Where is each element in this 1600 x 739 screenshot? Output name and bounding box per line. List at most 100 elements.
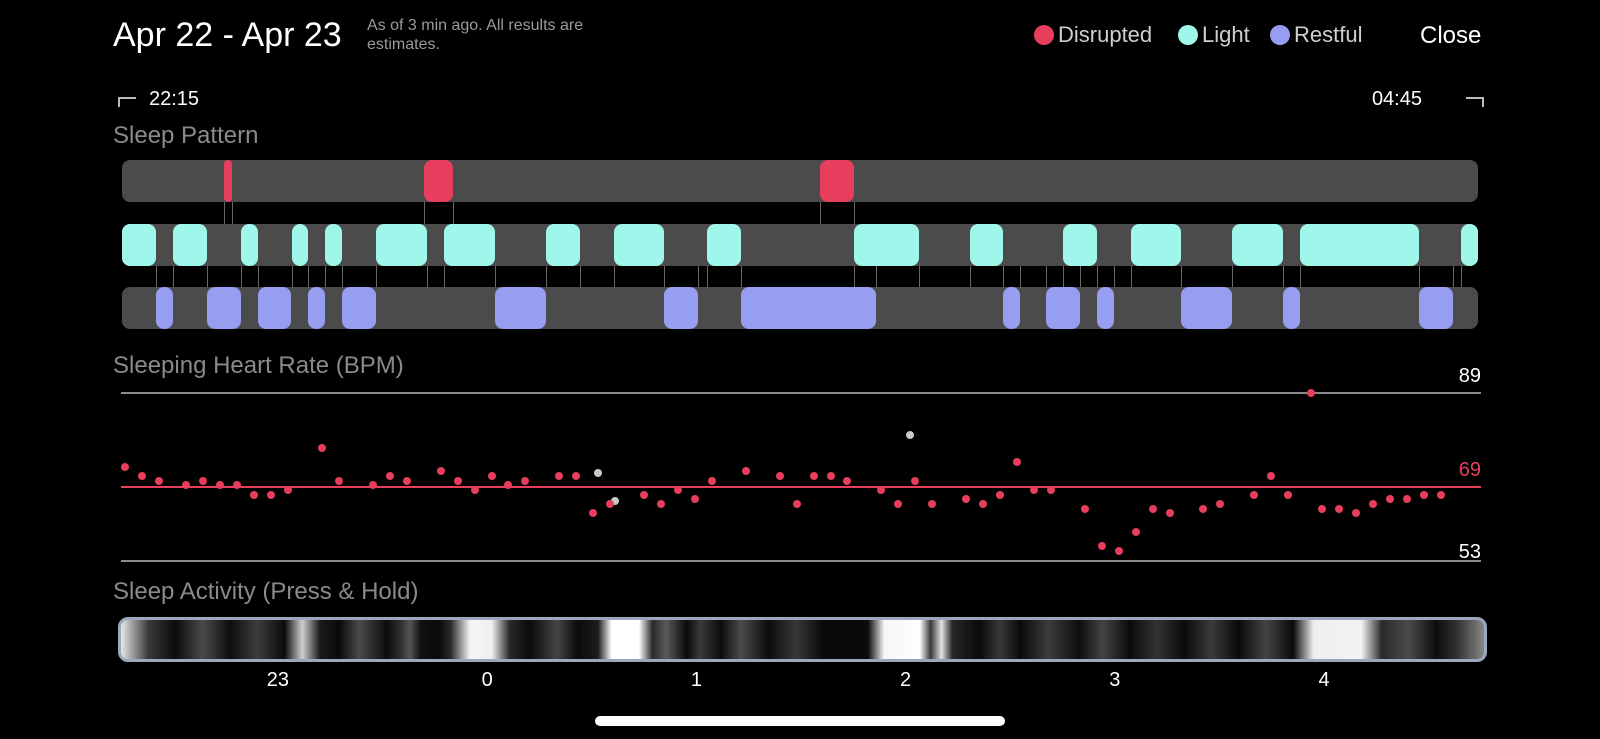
heart-rate-point bbox=[996, 490, 1004, 499]
disrupted-segment bbox=[423, 160, 453, 202]
segment-connector bbox=[1418, 245, 1420, 305]
restful-segment bbox=[494, 287, 546, 329]
light-segment bbox=[291, 224, 309, 266]
segment-connector bbox=[494, 245, 496, 305]
heart-rate-point bbox=[792, 500, 801, 508]
segment-connector bbox=[579, 245, 581, 305]
restful-segment bbox=[342, 287, 377, 329]
segment-connector bbox=[545, 245, 547, 305]
legend-restful-label: Restful bbox=[1294, 22, 1363, 47]
segment-connector bbox=[444, 245, 446, 305]
heart-rate-point bbox=[1114, 546, 1123, 555]
segment-connector bbox=[452, 180, 454, 240]
light-segment bbox=[1130, 224, 1182, 266]
light-segment bbox=[240, 224, 258, 266]
light-segment bbox=[1461, 224, 1478, 266]
heart-rate-point bbox=[1012, 458, 1021, 466]
light-segment bbox=[122, 224, 156, 266]
heart-rate-point bbox=[521, 476, 530, 485]
segment-connector bbox=[1461, 245, 1463, 305]
light-segment bbox=[444, 224, 495, 266]
segment-connector bbox=[1452, 245, 1454, 305]
legend-disrupted-label: Disrupted bbox=[1058, 22, 1153, 47]
time-tick-label: 4 bbox=[1318, 669, 1330, 691]
heart-rate-point bbox=[1385, 495, 1394, 504]
segment-connector bbox=[854, 245, 856, 305]
heart-rate-point bbox=[911, 476, 920, 485]
heart-rate-point bbox=[690, 495, 699, 504]
light-segment bbox=[325, 224, 343, 266]
time-tick-label: 0 bbox=[481, 669, 493, 691]
light-segment bbox=[854, 224, 919, 266]
heart-rate-point bbox=[504, 481, 513, 490]
segment-connector bbox=[876, 245, 878, 305]
heart-rate-point bbox=[233, 481, 242, 490]
heart-rate-point bbox=[284, 486, 293, 494]
heart-rate-point bbox=[928, 500, 937, 508]
heart-rate-point bbox=[1267, 472, 1276, 480]
heart-rate-point bbox=[1029, 486, 1038, 494]
segment-connector bbox=[1079, 245, 1081, 305]
segment-connector bbox=[1003, 245, 1005, 305]
home-indicator[interactable] bbox=[595, 716, 1005, 726]
heart-rate-point bbox=[487, 472, 496, 480]
heart-rate-point bbox=[555, 472, 564, 480]
heart-rate-point bbox=[1284, 490, 1293, 499]
heart-rate-point bbox=[657, 500, 665, 508]
avg-heart-rate-value: 69 bbox=[1458, 459, 1481, 481]
segment-connector bbox=[698, 245, 700, 305]
segment-connector bbox=[423, 180, 425, 240]
segment-connector bbox=[342, 245, 344, 305]
segment-connector bbox=[1283, 245, 1285, 305]
segment-connector bbox=[1096, 245, 1098, 305]
heart-rate-point bbox=[1046, 486, 1055, 494]
max-heart-rate-line bbox=[121, 392, 1481, 394]
heart-rate-point bbox=[1335, 504, 1343, 513]
sleep-activity-label: Sleep Activity (Press & Hold) bbox=[113, 578, 419, 605]
segment-connector bbox=[1300, 245, 1302, 305]
heart-rate-point bbox=[1419, 490, 1428, 499]
light-segment bbox=[1300, 224, 1419, 266]
restful-segment bbox=[155, 287, 173, 329]
heart-rate-point bbox=[741, 467, 750, 476]
heart-rate-point bbox=[673, 486, 682, 494]
segment-connector bbox=[257, 245, 259, 305]
legend-disrupted: Disrupted bbox=[1034, 22, 1152, 48]
segment-connector bbox=[232, 180, 234, 240]
time-tick-label: 23 bbox=[266, 669, 290, 691]
light-segment bbox=[1062, 224, 1097, 266]
heart-rate-point bbox=[1436, 490, 1445, 499]
max-heart-rate-value: 89 bbox=[1458, 365, 1481, 387]
range-start-bracket-icon bbox=[118, 97, 136, 107]
heart-rate-point bbox=[470, 486, 479, 494]
segment-connector bbox=[820, 180, 822, 240]
heart-rate-point bbox=[1216, 500, 1225, 508]
restful-segment bbox=[1418, 287, 1453, 329]
heart-rate-point bbox=[453, 476, 462, 485]
restful-segment bbox=[1181, 287, 1233, 329]
restful-segment bbox=[308, 287, 326, 329]
light-segment bbox=[706, 224, 741, 266]
segment-connector bbox=[706, 245, 708, 305]
heart-rate-point bbox=[809, 472, 818, 480]
light-segment bbox=[376, 224, 428, 266]
heart-rate-point bbox=[1131, 528, 1140, 536]
restful-segment bbox=[1283, 287, 1300, 329]
segment-connector bbox=[223, 180, 225, 240]
restful-dot-icon bbox=[1270, 25, 1290, 45]
segment-connector bbox=[427, 245, 429, 305]
heart-rate-point bbox=[216, 481, 225, 490]
page-title: Apr 22 - Apr 23 bbox=[113, 16, 342, 54]
heart-rate-point bbox=[877, 486, 886, 494]
time-tick-label: 3 bbox=[1109, 669, 1121, 691]
sleep-activity-bar[interactable] bbox=[118, 617, 1487, 662]
restful-segment bbox=[1003, 287, 1021, 329]
heart-rate-point bbox=[318, 444, 326, 452]
light-segment bbox=[613, 224, 665, 266]
close-button[interactable]: Close bbox=[1420, 22, 1482, 49]
heart-rate-point bbox=[250, 490, 259, 499]
light-dot-icon bbox=[1178, 25, 1198, 45]
time-tick-label: 2 bbox=[900, 669, 912, 691]
outlier-point bbox=[906, 431, 914, 439]
range-start-time: 22:15 bbox=[149, 88, 200, 110]
